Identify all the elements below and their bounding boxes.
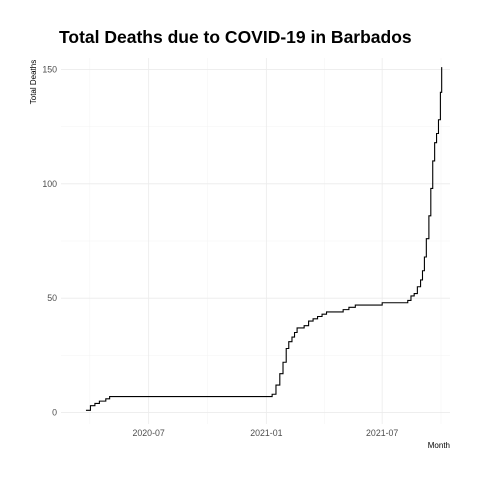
plot-area — [85, 67, 443, 411]
y-axis-label: Total Deaths — [29, 60, 38, 104]
y-tick-label: 0 — [52, 408, 57, 418]
y-tick-label: 50 — [47, 293, 57, 303]
y-tick-label: 100 — [42, 179, 57, 189]
x-axis-ticks: 2020-07 2021-01 2021-07 — [133, 428, 399, 438]
chart-title: Total Deaths due to COVID-19 in Barbados — [59, 27, 412, 47]
x-axis-label: Month — [428, 441, 450, 450]
x-tick-label: 2020-07 — [133, 428, 165, 438]
x-tick-label: 2021-01 — [250, 428, 282, 438]
series-line-total-deaths — [85, 67, 443, 411]
y-tick-label: 150 — [42, 64, 57, 74]
grid — [61, 58, 450, 424]
x-tick-label: 2021-07 — [366, 428, 398, 438]
y-axis-ticks: 0 50 100 150 — [42, 64, 57, 417]
